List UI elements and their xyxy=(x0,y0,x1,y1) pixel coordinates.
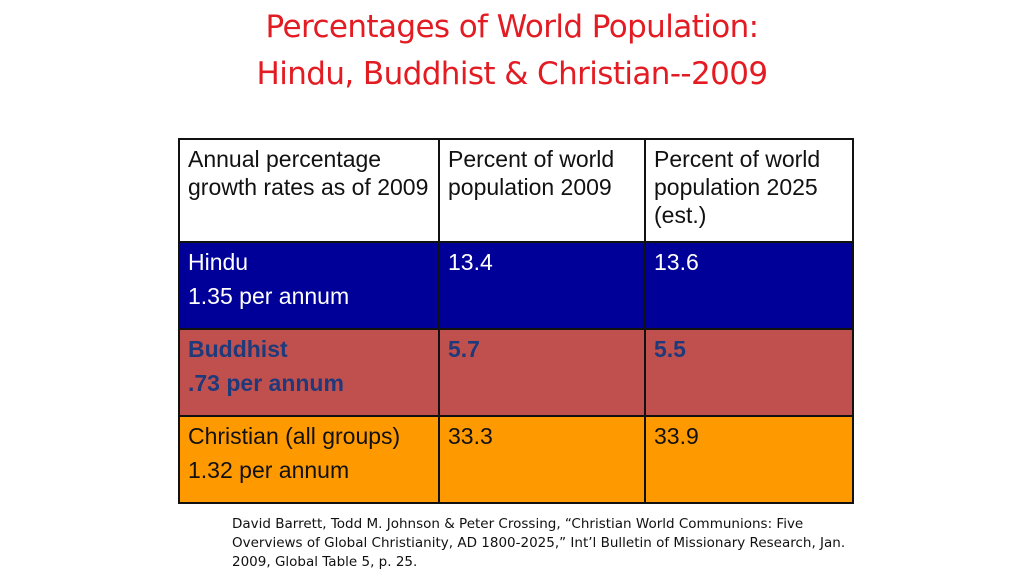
growth-rate: 1.35 per annum xyxy=(188,283,350,309)
title-line-1: Percentages of World Population: xyxy=(265,9,760,45)
title-line-2: Hindu, Buddhist & Christian--2009 xyxy=(256,56,769,92)
header-pct-2009: Percent of world population 2009 xyxy=(438,138,646,243)
population-table: Annual percentage growth rates as of 200… xyxy=(178,138,854,504)
pct-2009-cell: 5.7 xyxy=(438,328,646,417)
table-row-buddhist: Buddhist .73 per annum 5.7 5.5 xyxy=(178,328,854,417)
pct-2009-cell: 13.4 xyxy=(438,241,646,330)
row-label-cell: Buddhist .73 per annum xyxy=(178,328,440,417)
group-name: Hindu xyxy=(188,249,249,275)
table-header-row: Annual percentage growth rates as of 200… xyxy=(178,138,854,243)
growth-rate: 1.32 per annum xyxy=(188,457,350,483)
growth-rate: .73 per annum xyxy=(188,370,344,396)
pct-2025-cell: 13.6 xyxy=(644,241,854,330)
pct-2009-cell: 33.3 xyxy=(438,415,646,504)
table-row-hindu: Hindu 1.35 per annum 13.4 13.6 xyxy=(178,241,854,330)
pct-2025-cell: 5.5 xyxy=(644,328,854,417)
header-pct-2025: Percent of world population 2025 (est.) xyxy=(644,138,854,243)
row-label-cell: Christian (all groups) 1.32 per annum xyxy=(178,415,440,504)
table-row-christian: Christian (all groups) 1.32 per annum 33… xyxy=(178,415,854,504)
group-name: Buddhist xyxy=(188,336,288,362)
pct-2025-cell: 33.9 xyxy=(644,415,854,504)
row-label-cell: Hindu 1.35 per annum xyxy=(178,241,440,330)
slide-title: Percentages of World Population: Hindu, … xyxy=(0,4,1024,98)
header-growth-rates: Annual percentage growth rates as of 200… xyxy=(178,138,440,243)
source-citation: David Barrett, Todd M. Johnson & Peter C… xyxy=(232,516,846,570)
group-name: Christian (all groups) xyxy=(188,423,401,449)
